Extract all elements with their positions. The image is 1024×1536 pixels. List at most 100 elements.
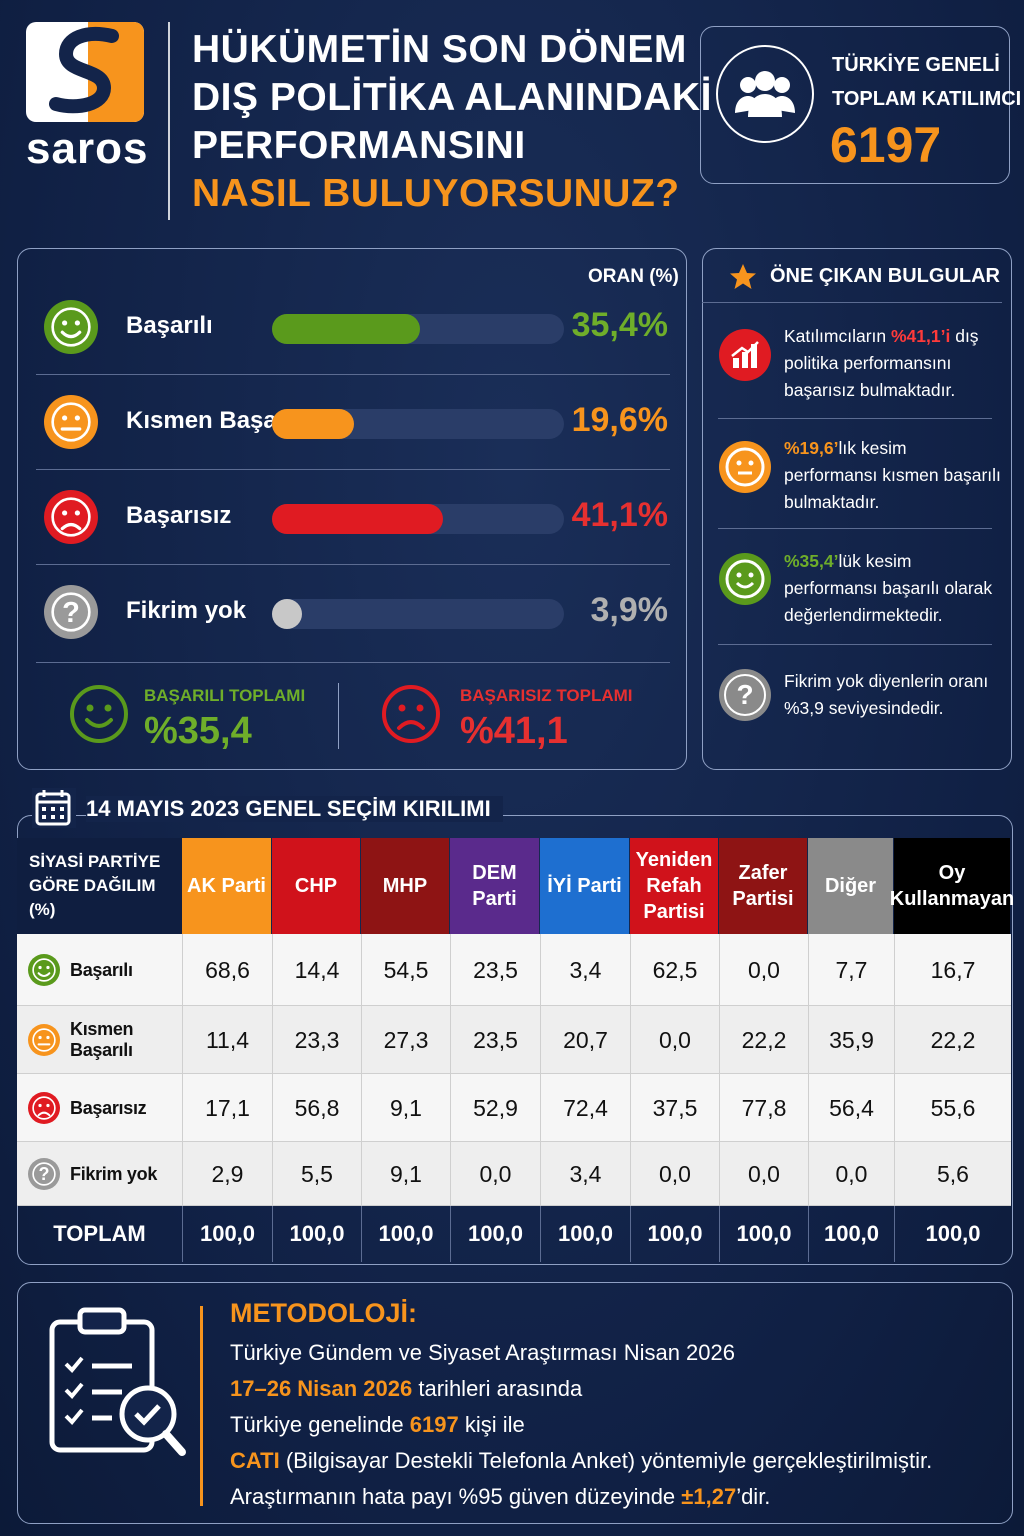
header-divider <box>168 22 170 220</box>
oran-label: ORAN (%) <box>588 266 679 287</box>
methodology-line: 17–26 Nisan 2026 tarihleri arasında <box>230 1376 582 1402</box>
highlight-text-part: lük kesim performansı başarılı olarak de… <box>784 551 993 625</box>
question-icon: ? <box>26 1156 62 1192</box>
table-cell: 0,0 <box>630 1006 719 1074</box>
chart-panel <box>17 248 687 770</box>
methodology-emphasis: 6197 <box>409 1412 459 1437</box>
divider <box>718 644 992 645</box>
divider <box>36 374 670 375</box>
highlight-text-part: dış politika performansını başarısız bul… <box>784 326 979 400</box>
highlight-text: %35,4’lük kesim performansı başarılı ola… <box>784 548 1004 629</box>
table-cell: 72,4 <box>540 1074 630 1142</box>
table-cell: 0,0 <box>808 1142 894 1206</box>
methodology-line: Türkiye Gündem ve Siyaset Araştırması Ni… <box>230 1340 735 1365</box>
svg-text:?: ? <box>62 597 80 629</box>
table-cell: 16,7 <box>894 934 1011 1006</box>
methodology-line: Türkiye genelinde 6197 kişi ile <box>230 1412 525 1438</box>
smile-face-icon <box>42 298 100 356</box>
divider <box>36 564 670 565</box>
table-cell: 5,6 <box>894 1142 1011 1206</box>
table-cell: 55,6 <box>894 1074 1011 1142</box>
bar-category-label: Fikrim yok <box>126 597 247 624</box>
highlight-emphasis: %35,4’ <box>784 551 839 571</box>
divider <box>718 418 992 419</box>
table-cell: 54,5 <box>361 934 450 1006</box>
divider <box>36 469 670 470</box>
table-cell: 68,6 <box>182 934 272 1006</box>
table-cell: 3,4 <box>540 934 630 1006</box>
party-column-header: Zafer Partisi <box>719 838 807 934</box>
table-cell: 35,9 <box>808 1006 894 1074</box>
neutral-face-icon <box>26 1022 62 1058</box>
svg-text:?: ? <box>736 679 753 710</box>
bar-value-label: 35,4% <box>571 306 668 344</box>
table-cell: 9,1 <box>361 1074 450 1142</box>
success-total-value: %35,4 <box>144 710 252 752</box>
table-cell: 3,4 <box>540 1142 630 1206</box>
divider <box>702 302 1002 303</box>
neutral-face-icon <box>42 393 100 451</box>
methodology-text: kişi ile <box>458 1412 525 1437</box>
bar-value-label: 41,1% <box>571 496 668 534</box>
highlights-title: ÖNE ÇIKAN BULGULAR <box>770 265 1000 287</box>
totals-divider <box>338 683 339 749</box>
bar-category-label: Başarılı <box>126 312 213 339</box>
bar <box>272 409 354 439</box>
methodology-emphasis: CATI <box>230 1448 280 1473</box>
fail-total-label: BAŞARISIZ TOPLAMI <box>460 686 633 705</box>
total-cell: 100,0 <box>182 1206 272 1262</box>
table-cell: 22,2 <box>719 1006 808 1074</box>
party-column-header: Diğer <box>808 838 893 934</box>
bar-track <box>272 599 564 629</box>
methodology-text: Türkiye genelinde <box>230 1412 410 1437</box>
table-cell: 23,5 <box>450 1006 540 1074</box>
participants-label: TÜRKİYE GENELİ TOPLAM KATILIMCI <box>832 48 1021 116</box>
table-title: 14 MAYIS 2023 GENEL SEÇİM KIRILIMI <box>86 796 503 822</box>
table-cell: 0,0 <box>719 934 808 1006</box>
party-column-header: Oy Kullanmayan <box>890 838 1014 934</box>
total-cell: 100,0 <box>630 1206 719 1262</box>
table-cell: 5,5 <box>272 1142 361 1206</box>
row-label: Fikrim yok <box>70 1163 158 1184</box>
total-cell: 100,0 <box>808 1206 894 1262</box>
row-label: Başarılı <box>70 959 133 980</box>
table-cell: 14,4 <box>272 934 361 1006</box>
highlight-text: Katılımcıların %41,1’i dış politika perf… <box>784 323 1004 404</box>
question-icon: ? <box>42 583 100 641</box>
party-column-header: Yeniden Refah Partisi <box>630 838 718 934</box>
methodology-text: Araştırmanın hata payı %95 güven düzeyin… <box>230 1484 682 1509</box>
participants-box <box>700 26 1010 184</box>
methodology-title: METODOLOJİ: <box>230 1298 418 1328</box>
table-cell: 77,8 <box>719 1074 808 1142</box>
table-cell: 56,4 <box>808 1074 894 1142</box>
table-cell: 62,5 <box>630 934 719 1006</box>
methodology-text: ’dir. <box>736 1484 771 1509</box>
highlight-text: %19,6’lık kesim performansı kısmen başar… <box>784 435 1004 516</box>
party-column-header: CHP <box>272 838 360 934</box>
methodology-box <box>17 1282 1013 1524</box>
table-cell: 27,3 <box>361 1006 450 1074</box>
total-cell: 100,0 <box>894 1206 1011 1262</box>
highlight-text-part: Katılımcıların <box>784 326 891 346</box>
people-icon <box>716 45 814 143</box>
highlight-text-part: lık kesim performansı kısmen başarılı bu… <box>784 438 1001 512</box>
table-cell: 37,5 <box>630 1074 719 1142</box>
bar-value-label: 19,6% <box>571 401 668 439</box>
question-icon: ? <box>718 668 772 722</box>
total-cell: 100,0 <box>361 1206 450 1262</box>
highlight-emphasis: %19,6’ <box>784 438 839 458</box>
star-icon <box>728 262 758 292</box>
table-corner-label: SİYASİ PARTİYE GÖRE DAĞILIM (%) <box>17 838 182 934</box>
participants-count: 6197 <box>830 117 942 173</box>
table-cell: 56,8 <box>272 1074 361 1142</box>
party-column-header: AK Parti <box>182 838 271 934</box>
party-column-header: İYİ Parti <box>540 838 629 934</box>
fail-total-value: %41,1 <box>460 710 568 752</box>
participants-label-line: TOPLAM KATILIMCI <box>832 88 1022 110</box>
bar-category-label: Başarısız <box>126 502 232 529</box>
table-cell: 0,0 <box>719 1142 808 1206</box>
methodology-text: tarihleri arasında <box>412 1376 583 1401</box>
total-cell: 100,0 <box>272 1206 361 1262</box>
table-cell: 23,3 <box>272 1006 361 1074</box>
